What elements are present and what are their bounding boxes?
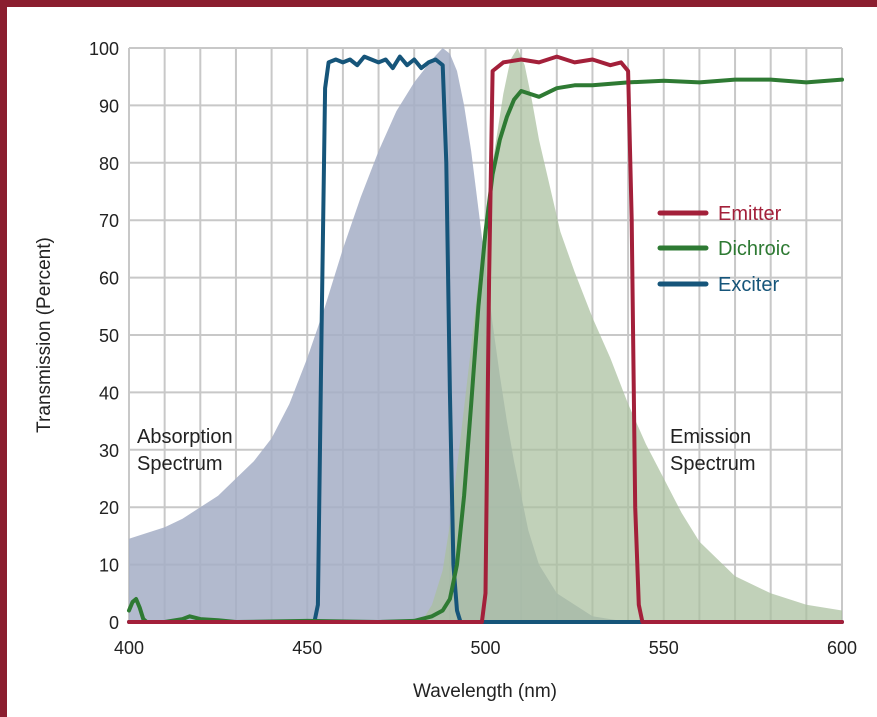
y-tick-label-20: 20 [99,498,119,518]
legend-label-emitter: Emitter [718,203,782,225]
spectrum-areas [129,48,842,622]
y-tick-label-90: 90 [99,96,119,116]
x-tick-label-600: 600 [827,638,857,658]
absorption-label: Absorption Spectrum [137,426,238,475]
y-tick-label-60: 60 [99,269,119,289]
y-tick-label-50: 50 [99,326,119,346]
emitter-line [127,54,844,624]
tick-labels: 0 10 20 30 40 50 60 70 80 90 100 400 450 500 550 600 [89,39,857,658]
y-tick-label-80: 80 [99,154,119,174]
emission-area [421,48,842,622]
x-axis-title: Wavelength (nm) [413,681,557,702]
legend-label-dichroic: Dichroic [718,238,790,260]
y-tick-label-40: 40 [99,383,119,403]
y-tick-label-0: 0 [109,613,119,633]
x-tick-label-550: 550 [649,638,679,658]
x-tick-label-500: 500 [470,638,500,658]
y-tick-label-10: 10 [99,556,119,576]
y-tick-label-100: 100 [89,39,119,59]
frame-top-border [0,0,877,7]
emission-label-line2: Spectrum [670,453,756,475]
x-tick-label-400: 400 [114,638,144,658]
emission-label: Emission Spectrum [670,426,757,475]
x-tick-label-450: 450 [292,638,322,658]
exciter-line [127,54,844,624]
absorption-label-line2: Spectrum [137,453,223,475]
filter-curves [127,54,844,624]
y-tick-label-30: 30 [99,441,119,461]
frame-left-border [0,0,7,717]
absorption-label-line1: Absorption [137,426,233,448]
legend-label-exciter: Exciter [718,274,779,296]
y-axis-title: Transmission (Percent) [34,237,55,433]
legend: Emitter Dichroic Exciter [657,203,790,296]
emission-label-line1: Emission [670,426,751,448]
y-tick-label-70: 70 [99,211,119,231]
